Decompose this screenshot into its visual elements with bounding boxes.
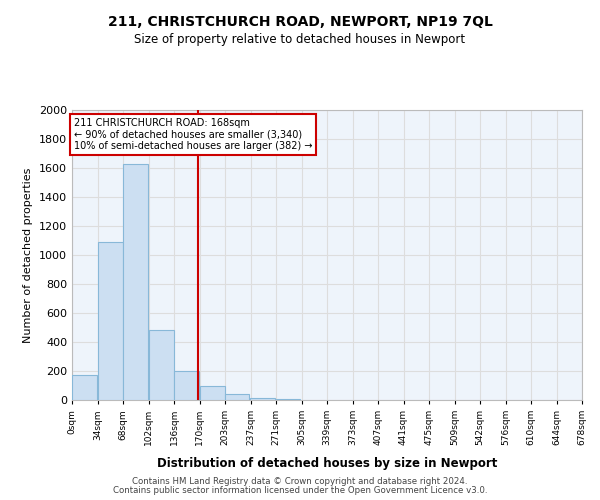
- Text: Contains public sector information licensed under the Open Government Licence v3: Contains public sector information licen…: [113, 486, 487, 495]
- X-axis label: Distribution of detached houses by size in Newport: Distribution of detached houses by size …: [157, 456, 497, 469]
- Text: 211 CHRISTCHURCH ROAD: 168sqm
← 90% of detached houses are smaller (3,340)
10% o: 211 CHRISTCHURCH ROAD: 168sqm ← 90% of d…: [74, 118, 312, 151]
- Bar: [149, 330, 173, 400]
- Text: Contains HM Land Registry data © Crown copyright and database right 2024.: Contains HM Land Registry data © Crown c…: [132, 477, 468, 486]
- Bar: [250, 398, 275, 400]
- Text: 211, CHRISTCHURCH ROAD, NEWPORT, NP19 7QL: 211, CHRISTCHURCH ROAD, NEWPORT, NP19 7Q…: [107, 15, 493, 29]
- Bar: [73, 376, 97, 400]
- Bar: [175, 371, 199, 400]
- Bar: [275, 399, 301, 400]
- Bar: [98, 242, 122, 400]
- Bar: [200, 386, 224, 400]
- Y-axis label: Number of detached properties: Number of detached properties: [23, 168, 34, 342]
- Bar: [224, 394, 250, 400]
- Text: Size of property relative to detached houses in Newport: Size of property relative to detached ho…: [134, 32, 466, 46]
- Bar: [124, 164, 148, 400]
